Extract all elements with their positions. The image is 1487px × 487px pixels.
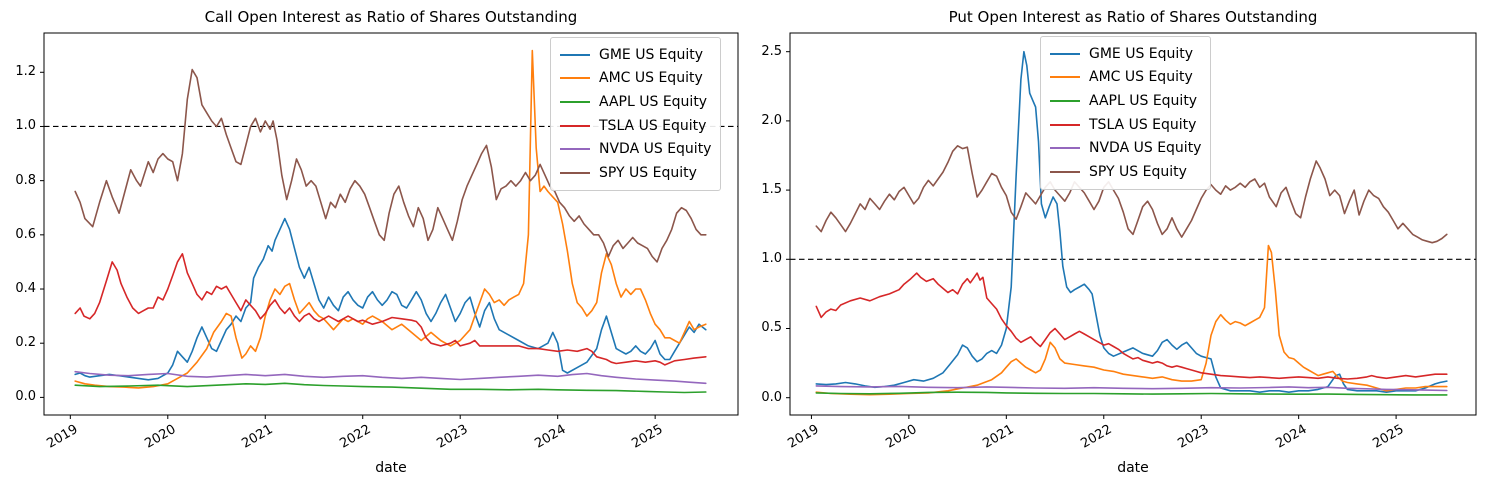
- legend-item-tsla: TSLA US Equity: [560, 114, 711, 138]
- legend-label: NVDA US Equity: [1089, 140, 1202, 157]
- legend-label: NVDA US Equity: [599, 141, 712, 158]
- series-line-amc: [74, 49, 707, 389]
- chart-title-puts: Put Open Interest as Ratio of Shares Out…: [948, 8, 1318, 26]
- legend-item-tsla: TSLA US Equity: [1050, 113, 1201, 137]
- y-tick-label: 0.4: [15, 281, 36, 297]
- legend-label: GME US Equity: [1089, 45, 1194, 62]
- plot-border: [43, 32, 739, 416]
- series-line-gme: [815, 50, 1448, 394]
- series-line-aapl: [815, 391, 1448, 396]
- legend-line-swatch: [560, 148, 590, 151]
- legend-label: AMC US Equity: [1089, 69, 1193, 86]
- y-tick-label: 2.5: [761, 43, 782, 59]
- legend-item-spy: SPY US Equity: [560, 161, 711, 185]
- legend-item-amc: AMC US Equity: [560, 67, 711, 91]
- legend-label: GME US Equity: [599, 46, 704, 63]
- series-line-amc: [815, 244, 1448, 396]
- legend-line-swatch: [560, 53, 590, 56]
- y-tick-label: 0.6: [15, 226, 36, 242]
- chart-title-calls: Call Open Interest as Ratio of Shares Ou…: [204, 8, 578, 26]
- y-tick-label: 1.2: [15, 64, 36, 80]
- legend-line-swatch: [1050, 99, 1080, 102]
- legend-item-gme: GME US Equity: [1050, 42, 1201, 66]
- series-line-gme: [74, 217, 707, 381]
- legend-item-nvda: NVDA US Equity: [1050, 136, 1201, 160]
- legend-label: TSLA US Equity: [599, 117, 707, 134]
- series-line-aapl: [74, 382, 707, 394]
- series-line-nvda: [74, 370, 707, 385]
- legend-label: AAPL US Equity: [599, 93, 708, 110]
- legend-item-aapl: AAPL US Equity: [1050, 89, 1201, 113]
- legend-line-swatch: [1050, 170, 1080, 173]
- legend-line-swatch: [1050, 76, 1080, 79]
- legend-line-swatch: [1050, 52, 1080, 55]
- legend-line-swatch: [560, 100, 590, 103]
- y-tick-label: 0.0: [15, 389, 36, 405]
- y-tick-label: 1.0: [761, 251, 782, 267]
- legend-item-gme: GME US Equity: [560, 43, 711, 67]
- y-tick-label: 0.0: [761, 389, 782, 405]
- legend-item-spy: SPY US Equity: [1050, 160, 1201, 184]
- y-tick-label: 0.2: [15, 335, 36, 351]
- legend-label: TSLA US Equity: [1089, 116, 1197, 133]
- y-tick-label: 0.5: [761, 320, 782, 336]
- series-line-spy: [815, 145, 1448, 244]
- legend-line-swatch: [1050, 123, 1080, 126]
- legend-label: AMC US Equity: [599, 70, 703, 87]
- legend-line-swatch: [560, 77, 590, 80]
- legend-item-amc: AMC US Equity: [1050, 66, 1201, 90]
- y-tick-label: 2.0: [761, 112, 782, 128]
- series-line-nvda: [815, 385, 1448, 392]
- y-tick-label: 0.8: [15, 172, 36, 188]
- legend-line-swatch: [560, 171, 590, 174]
- legend-line-swatch: [560, 124, 590, 127]
- legend-puts: GME US Equity AMC US Equity AAPL US Equity…: [1040, 36, 1212, 190]
- legend-item-aapl: AAPL US Equity: [560, 90, 711, 114]
- y-tick-label: 1.0: [15, 118, 36, 134]
- x-axis-label-puts: date: [1117, 460, 1149, 476]
- y-tick-label: 1.5: [761, 182, 782, 198]
- legend-calls: GME US Equity AMC US Equity AAPL US Equity…: [550, 37, 722, 191]
- series-line-spy: [74, 68, 707, 263]
- legend-line-swatch: [1050, 147, 1080, 150]
- x-axis-label-calls: date: [375, 460, 407, 476]
- legend-label: SPY US Equity: [599, 164, 697, 181]
- legend-label: AAPL US Equity: [1089, 92, 1198, 109]
- legend-item-nvda: NVDA US Equity: [560, 137, 711, 161]
- series-line-tsla: [74, 253, 707, 366]
- series-line-tsla: [815, 272, 1448, 380]
- legend-label: SPY US Equity: [1089, 163, 1187, 180]
- plot-border: [789, 32, 1477, 416]
